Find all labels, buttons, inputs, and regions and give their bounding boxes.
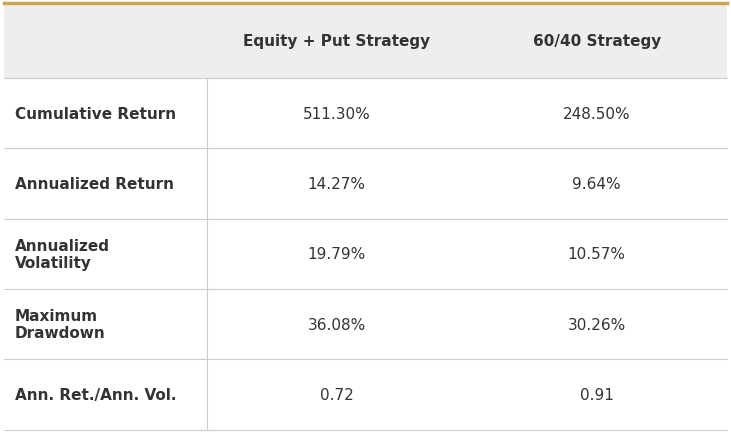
Text: Annualized Return: Annualized Return [15,177,174,191]
Text: Ann. Ret./Ann. Vol.: Ann. Ret./Ann. Vol. [15,387,176,402]
Text: Equity + Put Strategy: Equity + Put Strategy [243,34,430,49]
Text: Annualized
Volatility: Annualized Volatility [15,238,110,270]
Bar [4,4,727,79]
Text: 60/40 Strategy: 60/40 Strategy [533,34,661,49]
Text: 9.64%: 9.64% [572,177,621,191]
Text: Maximum
Drawdown: Maximum Drawdown [15,308,106,341]
Bar [4,289,727,360]
Text: 30.26%: 30.26% [568,317,626,332]
Text: 511.30%: 511.30% [303,106,371,121]
Bar [4,219,727,289]
Text: 19.79%: 19.79% [308,247,366,262]
Text: 248.50%: 248.50% [563,106,631,121]
Text: 10.57%: 10.57% [568,247,626,262]
Text: 0.72: 0.72 [319,387,354,402]
Text: 0.91: 0.91 [580,387,614,402]
Bar [4,79,727,149]
Bar [4,149,727,219]
Text: 14.27%: 14.27% [308,177,366,191]
Bar [4,360,727,430]
Text: Cumulative Return: Cumulative Return [15,106,176,121]
Text: 36.08%: 36.08% [308,317,366,332]
